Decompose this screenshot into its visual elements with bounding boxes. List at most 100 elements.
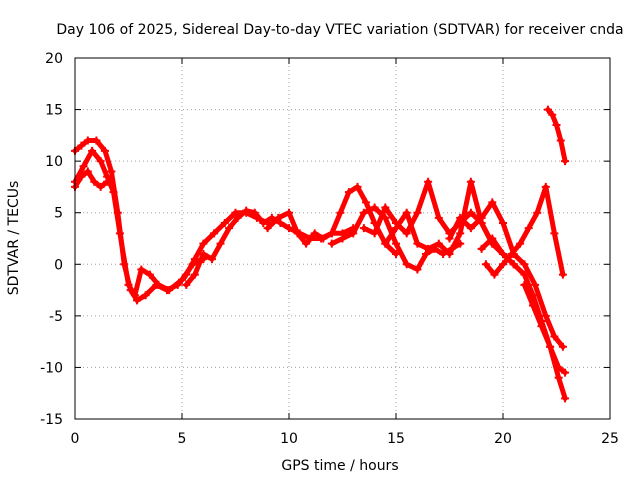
data-point-sat-a xyxy=(77,141,86,150)
data-point-sat-e xyxy=(353,182,362,191)
data-point-sat-e xyxy=(310,229,319,238)
data-point-sat-b xyxy=(124,280,133,289)
data-point-sat-g xyxy=(402,229,411,238)
data-point-sat-f xyxy=(349,229,358,238)
data-point-sat-i xyxy=(550,332,559,341)
data-point-sat-l xyxy=(554,363,563,372)
data-point-sat-i xyxy=(488,198,497,207)
data-point-sat-f xyxy=(359,208,368,217)
x-tick-label: 15 xyxy=(387,431,405,447)
y-tick-label: 5 xyxy=(54,206,63,222)
data-point-sat-a xyxy=(100,146,109,155)
data-point-sat-e xyxy=(274,213,283,222)
data-point-sat-c xyxy=(90,177,99,186)
data-point-sat-g xyxy=(424,177,433,186)
data-point-sat-c xyxy=(77,172,86,181)
data-point-sat-d xyxy=(182,280,191,289)
data-point-sat-b xyxy=(115,229,124,238)
data-point-sat-f xyxy=(413,265,422,274)
data-point-sat-k xyxy=(558,270,567,279)
data-point-sat-j xyxy=(477,244,486,253)
data-point-sat-e xyxy=(344,188,353,197)
y-tick-label: 20 xyxy=(45,51,63,67)
data-point-sat-e xyxy=(327,229,336,238)
data-point-sat-b xyxy=(188,260,197,269)
tick-layer: 0 5 10 15 20 25 -15 -10 -5 0 5 10 15 20 xyxy=(40,51,619,447)
data-point-sat-k xyxy=(516,239,525,248)
x-tick-label: 0 xyxy=(71,431,80,447)
data-point-sat-a xyxy=(83,136,92,145)
data-point-sat-d xyxy=(216,239,225,248)
data-point-sat-b xyxy=(96,157,105,166)
data-point-sat-h xyxy=(424,244,433,253)
data-point-sat-k xyxy=(490,270,499,279)
data-point-sat-h xyxy=(402,208,411,217)
data-point-sat-h xyxy=(445,249,454,258)
data-point-sat-i xyxy=(477,213,486,222)
data-point-sat-d xyxy=(250,208,259,217)
data-point-sat-i xyxy=(558,342,567,351)
data-point-sat-k xyxy=(550,229,559,238)
data-point-sat-e xyxy=(336,208,345,217)
data-point-sat-b xyxy=(165,286,174,295)
series-line-sat-k xyxy=(483,184,566,278)
data-point-sat-i xyxy=(531,280,540,289)
data-point-sat-d xyxy=(285,224,293,233)
data-point-sat-e xyxy=(362,198,371,207)
data-point-sat-a xyxy=(107,167,116,176)
data-point-sat-i xyxy=(445,234,454,243)
series-line-sat-m xyxy=(545,107,568,164)
data-point-sat-m xyxy=(556,136,565,145)
data-point-sat-b xyxy=(137,265,146,274)
y-tick-label: 15 xyxy=(45,103,63,119)
data-point-sat-i xyxy=(456,213,465,222)
data-point-sat-h xyxy=(413,239,422,248)
data-point-sat-d xyxy=(242,206,251,215)
data-point-sat-g xyxy=(359,224,368,233)
data-point-sat-d xyxy=(207,255,216,264)
data-point-sat-e xyxy=(302,239,311,248)
y-tick-label: 0 xyxy=(54,257,63,273)
data-point-sat-d xyxy=(225,224,234,233)
data-point-sat-l xyxy=(520,280,529,289)
data-point-sat-m xyxy=(548,110,557,119)
data-point-sat-g xyxy=(381,203,390,212)
data-point-sat-d xyxy=(276,219,285,228)
series-layer xyxy=(71,105,570,403)
data-point-sat-j xyxy=(499,249,507,258)
series-line-sat-h xyxy=(382,179,506,257)
data-point-sat-c xyxy=(83,167,92,176)
y-axis-title: SDTVAR / TECUs xyxy=(6,181,22,296)
data-point-sat-j xyxy=(561,394,570,403)
data-point-sat-a xyxy=(220,219,229,228)
data-point-sat-i xyxy=(520,260,529,269)
x-axis-title: GPS time / hours xyxy=(281,458,398,474)
data-point-sat-f xyxy=(370,203,379,212)
data-point-sat-b xyxy=(178,275,186,284)
data-point-sat-d xyxy=(190,270,199,279)
data-point-sat-d xyxy=(259,219,268,228)
data-point-sat-g xyxy=(413,208,422,217)
data-point-sat-a xyxy=(141,291,150,300)
y-tick-label: 10 xyxy=(45,154,63,170)
data-point-sat-k xyxy=(507,249,516,258)
data-point-sat-e xyxy=(293,229,302,238)
data-point-sat-l xyxy=(537,322,546,331)
data-point-sat-k xyxy=(541,182,550,191)
data-point-sat-g xyxy=(370,229,379,238)
data-point-sat-c xyxy=(103,177,112,186)
y-tick-label: -5 xyxy=(49,309,63,325)
data-point-sat-l xyxy=(561,368,570,377)
data-point-sat-c xyxy=(96,182,105,191)
data-point-sat-j xyxy=(488,234,497,243)
chart-title: Day 106 of 2025, Sidereal Day-to-day VTE… xyxy=(56,22,623,38)
data-point-sat-d xyxy=(233,213,242,222)
data-point-sat-f xyxy=(338,234,347,243)
data-point-sat-d xyxy=(199,249,208,258)
data-point-sat-e xyxy=(285,208,293,217)
series-line-sat-i xyxy=(447,199,566,350)
data-point-sat-j xyxy=(509,260,518,269)
data-point-sat-e xyxy=(319,234,328,243)
data-point-sat-b xyxy=(79,162,88,171)
